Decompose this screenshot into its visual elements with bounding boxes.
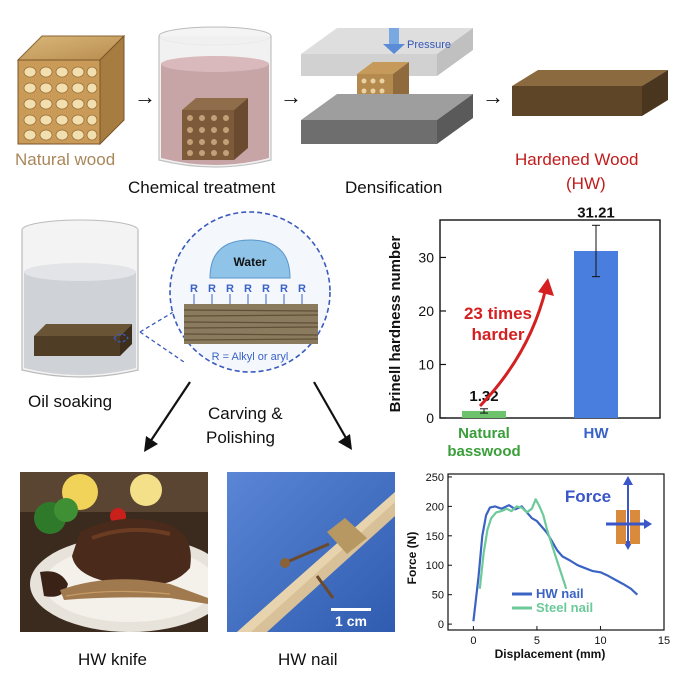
hardness-y-tick-label: 20: [418, 303, 434, 319]
force-y-axis-label: Force (N): [405, 532, 419, 585]
hardness-y-tick-label: 0: [426, 410, 434, 426]
process-arrow-3: →: [482, 84, 504, 109]
natural-wood-label: Natural wood: [15, 150, 116, 169]
beaker-chemical: [158, 26, 272, 168]
hardness-category-label: Natural: [458, 425, 510, 442]
hardness-category-label: HW: [584, 425, 610, 442]
water-label: Water: [234, 255, 267, 269]
force-y-tick-label: 100: [426, 560, 444, 572]
densification-label: Densification: [345, 178, 443, 197]
harder-annotation-line1: 23 times: [464, 304, 532, 323]
scale-label: 1 cm: [335, 613, 367, 629]
nail-force-icon: [606, 476, 652, 550]
r-group: R: [190, 283, 198, 295]
force-x-tick-label: 15: [658, 635, 670, 647]
polishing-label: Polishing: [206, 428, 275, 447]
scale-bar: [331, 608, 371, 611]
process-arrow-2: →: [280, 84, 302, 109]
hardness-bar: [574, 250, 618, 418]
hardness-category-label: basswood: [447, 443, 520, 460]
r-group: R: [262, 283, 270, 295]
hardness-y-tick-label: 10: [418, 356, 434, 372]
hw-nail-label: HW nail: [278, 650, 338, 669]
carving-label: Carving &: [208, 404, 283, 423]
force-annotation-label: Force: [565, 487, 611, 506]
force-y-tick-label: 250: [426, 472, 444, 484]
r-group: R: [226, 283, 234, 295]
force-x-tick-label: 0: [470, 635, 476, 647]
force-legend-label: Steel nail: [536, 600, 593, 615]
press-densification: Pressure: [301, 28, 473, 144]
force-plot-frame: [447, 473, 665, 631]
force-y-tick-label: 50: [432, 590, 444, 602]
hw-nail-photo: 1 cm: [227, 472, 395, 632]
hardened-wood-slab: [512, 70, 668, 116]
hw-abbrev-label: (HW): [566, 174, 606, 193]
hardened-wood-label: Hardened Wood: [515, 150, 639, 169]
force-series-line: [478, 498, 568, 590]
harder-curve-arrow: [478, 287, 548, 408]
chemical-treatment-label: Chemical treatment: [128, 178, 276, 197]
force-x-tick-label: 10: [594, 635, 606, 647]
natural-wood-cube: [16, 34, 126, 146]
nail-head: [280, 558, 290, 568]
carving-arrows: [144, 381, 352, 452]
r-group: R: [208, 283, 216, 295]
harder-arrow-head: [538, 278, 554, 296]
r-group: R: [298, 283, 306, 295]
force-y-tick-label: 150: [426, 531, 444, 543]
r-legend: R = Alkyl or aryl: [212, 351, 289, 363]
hardness-y-axis-label: Brinell hardness number: [387, 235, 404, 412]
hw-knife-label: HW knife: [78, 650, 147, 669]
harder-annotation-line2: harder: [472, 325, 525, 344]
force-legend-label: HW nail: [536, 586, 584, 601]
force-displacement-chart: Force (N) Displacement (mm) 050100150200…: [405, 472, 670, 661]
force-y-tick-label: 0: [438, 619, 444, 631]
force-series-line: [472, 504, 639, 622]
r-group: R: [280, 283, 288, 295]
r-group: R: [244, 283, 252, 295]
hardness-plot-frame: [439, 219, 661, 419]
hardness-y-tick-label: 30: [418, 249, 434, 265]
force-y-tick-label: 200: [426, 501, 444, 513]
beaker-oil: [21, 219, 139, 378]
hardness-value-label: 31.21: [577, 204, 615, 221]
pressure-label: Pressure: [407, 39, 451, 51]
hardness-bar: [462, 410, 506, 418]
force-x-tick-label: 5: [534, 635, 540, 647]
hw-knife-photo: [20, 472, 208, 632]
process-arrow-1: →: [134, 84, 156, 109]
force-x-axis-label: Displacement (mm): [495, 647, 606, 661]
surface-zoom-diagram: Water R R R R R R R R = Alkyl or aryl: [113, 211, 331, 373]
oil-soaking-label: Oil soaking: [28, 392, 113, 411]
